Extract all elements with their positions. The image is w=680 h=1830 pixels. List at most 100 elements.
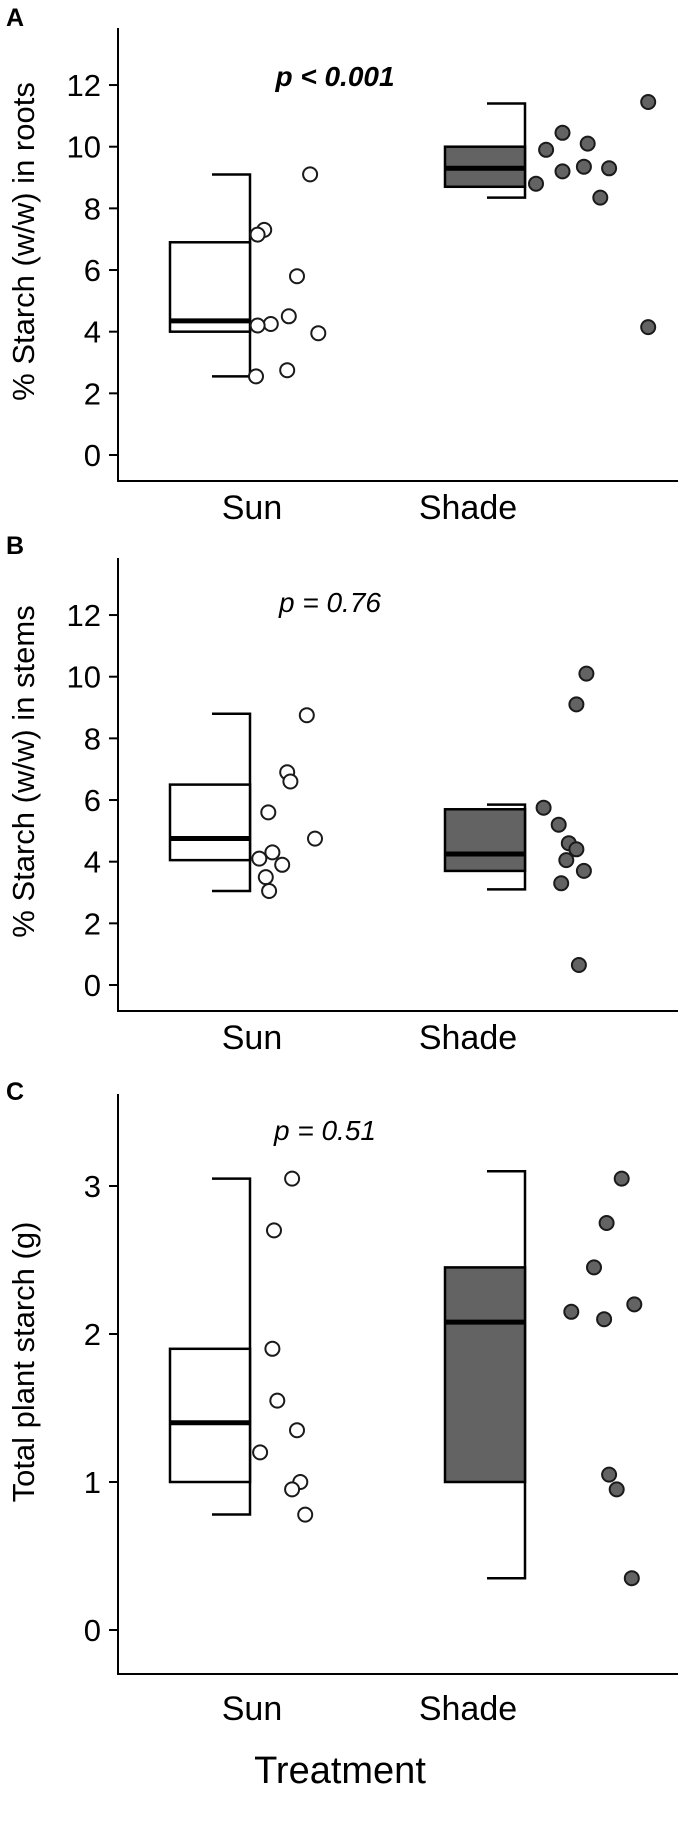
data-point [279,362,296,379]
data-point [260,804,277,821]
data-point [575,862,592,879]
iqr-box [168,783,252,862]
data-point [266,1222,282,1239]
boxplot-sun [168,1170,314,1523]
data-point [563,1303,580,1320]
data-point [280,308,297,325]
data-point [601,160,618,177]
y-tick-label: 0 [84,438,101,473]
panel-b: B % Starch (w/w) in stems 0 2 4 6 8 10 12 Sun Sha… [0,530,680,1060]
y-axis-title: % Starch (w/w) in roots [6,82,41,401]
y-tick-label: 4 [84,845,101,880]
x-axis-title-row: Treatment [0,1750,680,1830]
data-point [613,1170,630,1187]
boxplot-shade [443,665,595,973]
y-tick-label: 3 [84,1169,101,1204]
data-point [623,1570,640,1587]
data-point [579,135,596,152]
data-point [575,158,592,175]
y-tick-label: 0 [84,968,101,1003]
y-tick-label: 2 [84,906,101,941]
x-category-label: Shade [419,1690,517,1728]
data-point [626,1296,643,1313]
data-point [249,226,266,243]
data-point [592,189,609,206]
data-point [249,317,266,334]
data-point [535,799,552,816]
y-axis-title: Total plant starch (g) [6,1222,41,1503]
data-point [261,883,278,899]
y-tick-label: 12 [67,68,101,103]
data-point [284,1170,301,1187]
x-category-label: Shade [419,489,517,527]
data-point [302,166,319,183]
boxplot-svg-c: Total plant starch (g) 0 1 2 3 Sun Shade p = 0.… [6,1094,678,1728]
data-point [252,1444,269,1461]
data-point [554,163,571,180]
data-point [310,325,327,342]
iqr-box [168,1347,252,1484]
data-point [282,773,299,790]
x-category-label: Sun [222,1690,283,1728]
y-tick-label: 0 [84,1613,101,1648]
data-point [558,852,575,869]
boxplot-sun [168,166,327,385]
data-point [601,1466,618,1483]
y-tick-label: 8 [84,721,101,756]
boxplot-sun [168,707,323,899]
p-value-annotation: p = 0.51 [273,1115,376,1146]
data-point [640,319,657,336]
panel-c-letter: C [6,1078,25,1106]
data-point [586,1259,602,1276]
data-point [553,875,570,892]
data-point [578,665,595,682]
y-tick-label: 6 [84,253,101,288]
p-value-annotation: p = 0.76 [278,587,381,618]
iqr-box [168,241,252,333]
data-point [248,368,264,385]
iqr-box [443,808,527,873]
data-point [568,696,585,713]
data-point [298,707,315,724]
y-axis-title: % Starch (w/w) in stems [6,605,41,937]
boxplot-shade [443,94,657,336]
y-tick-label: 10 [67,660,101,695]
data-point [289,268,305,285]
data-point [608,1481,625,1498]
panel-a: A % Starch (w/w) in roots 0 2 4 6 8 10 12 Sun Sha… [0,0,680,530]
data-point [528,175,544,192]
data-point [570,957,587,973]
y-tick-label: 4 [84,315,101,350]
data-point [274,856,291,873]
data-point [538,141,555,158]
boxplot-shade [443,1169,643,1587]
data-point [640,94,657,110]
data-point [297,1506,314,1523]
data-point [289,1422,305,1439]
panel-c-chart: Total plant starch (g) 0 1 2 3 Sun Shade p = 0.… [0,1060,680,1750]
y-tick-label: 1 [84,1465,101,1500]
panel-a-chart: % Starch (w/w) in roots 0 2 4 6 8 10 12 Sun Shade… [0,0,680,530]
data-point [550,816,567,833]
panel-b-letter: B [6,532,25,560]
panel-b-chart: % Starch (w/w) in stems 0 2 4 6 8 10 12 Sun Shade… [0,530,680,1060]
data-point [598,1215,615,1231]
p-value-annotation: p < 0.001 [274,61,394,92]
data-point [284,1481,301,1498]
data-point [568,841,585,858]
y-tick-label: 10 [67,130,101,165]
y-tick-label: 2 [84,376,101,411]
x-axis-title: Treatment [254,1750,426,1792]
data-point [264,1340,281,1357]
boxplot-svg-a: % Starch (w/w) in roots 0 2 4 6 8 10 12 Sun Shade… [6,28,678,527]
x-category-label: Sun [222,1019,283,1057]
data-point [251,850,268,867]
y-tick-label: 12 [67,598,101,633]
whisker [212,1177,252,1516]
data-point [554,124,571,141]
data-point [307,830,323,847]
y-tick-label: 2 [84,1317,101,1352]
iqr-box [443,1266,527,1484]
panel-c: C Total plant starch (g) 0 1 2 3 Sun Shade p = … [0,1060,680,1750]
panel-a-letter: A [6,4,25,32]
